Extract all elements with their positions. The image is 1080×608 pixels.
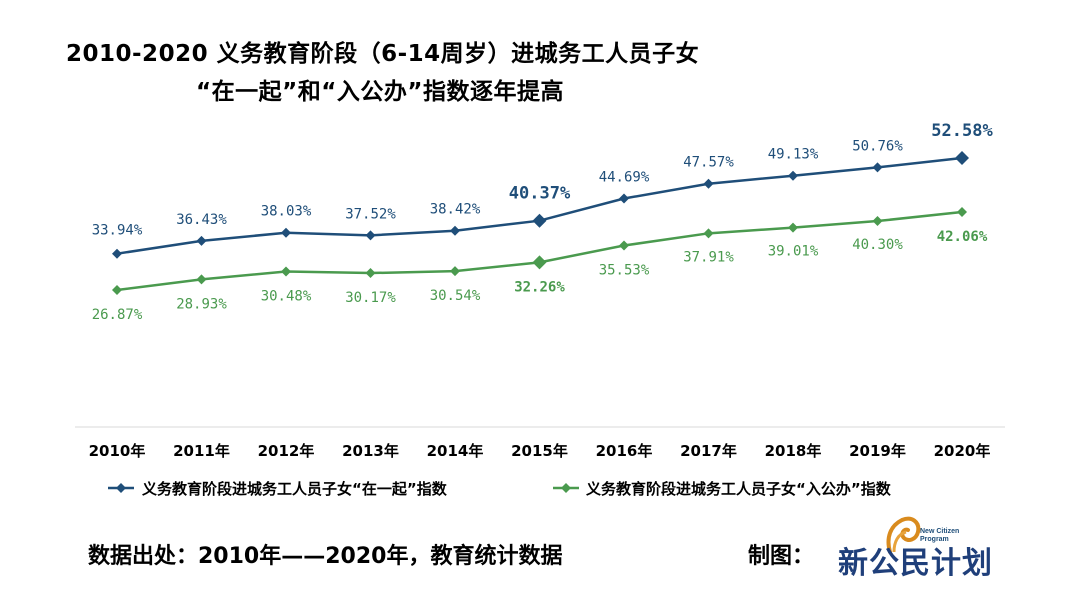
data-label: 39.01%: [768, 244, 819, 260]
data-label: 47.57%: [683, 155, 734, 171]
data-point-marker: [788, 222, 798, 233]
x-tick-label: 2013年: [342, 442, 399, 460]
x-tick-label: 2016年: [596, 442, 653, 460]
x-tick-label: 2014年: [427, 442, 484, 460]
data-label: 30.54%: [430, 288, 481, 304]
data-point-marker: [281, 266, 291, 277]
data-point-marker: [450, 266, 460, 277]
data-label: 32.26%: [514, 279, 565, 295]
data-point-marker: [703, 228, 714, 239]
legend-marker-1: [116, 483, 126, 493]
x-tick-label: 2010年: [89, 442, 146, 460]
series-line-1: [116, 156, 963, 255]
data-point-marker: [196, 274, 207, 285]
data-label: 50.76%: [852, 138, 903, 154]
data-point-marker: [281, 227, 291, 238]
data-label: 40.37%: [509, 184, 571, 204]
legend-marker-2: [561, 483, 571, 493]
data-point-marker: [872, 162, 883, 173]
data-point-marker: [532, 213, 547, 228]
data-label: 52.58%: [931, 121, 993, 141]
data-point-marker: [532, 255, 547, 270]
data-label: 28.93%: [176, 296, 227, 312]
data-point-marker: [365, 268, 376, 279]
logo-subtitle: New Citizen Program: [920, 528, 960, 543]
data-point-marker: [112, 248, 122, 259]
data-point-marker: [957, 207, 967, 218]
data-label: 30.17%: [345, 290, 396, 306]
x-tick-label: 2011年: [173, 442, 230, 460]
x-tick-label: 2015年: [511, 442, 568, 460]
data-label: 38.42%: [430, 202, 481, 218]
data-label: 38.03%: [261, 204, 312, 220]
x-tick-label: 2019年: [849, 442, 906, 460]
legend-label-2: 义务教育阶段进城务工人员子女“入公办”指数: [586, 480, 892, 498]
data-source: 数据出处：2010年——2020年，教育统计数据: [88, 544, 563, 569]
legend-label-1: 义务教育阶段进城务工人员子女“在一起”指数: [142, 480, 448, 498]
data-label: 36.43%: [176, 212, 227, 228]
data-label: 40.30%: [852, 237, 903, 253]
x-tick-label: 2017年: [680, 442, 737, 460]
data-label: 37.91%: [683, 249, 734, 265]
data-label: 35.53%: [599, 263, 650, 279]
x-tick-label: 2018年: [765, 442, 822, 460]
data-point-marker: [703, 178, 714, 189]
x-tick-label: 2020年: [934, 442, 991, 460]
data-label: 42.06%: [937, 229, 988, 245]
data-point-marker: [955, 151, 969, 165]
logo-text: 新公民计划: [838, 546, 993, 581]
logo-icon: [886, 516, 921, 554]
chart-title-line1: 2010-2020 义务教育阶段（6-14周岁）进城务工人员子女: [66, 41, 700, 67]
data-label: 44.69%: [599, 170, 650, 186]
data-label: 49.13%: [768, 147, 819, 163]
data-point-marker: [619, 193, 629, 204]
data-label: 37.52%: [345, 206, 396, 222]
data-point-marker: [619, 240, 629, 251]
data-label: 26.87%: [92, 307, 143, 323]
chart-title-line2: “在一起”和“入公办”指数逐年提高: [196, 79, 564, 105]
data-point-marker: [112, 285, 122, 295]
data-point-marker: [196, 235, 207, 246]
data-label: 33.94%: [92, 223, 143, 239]
x-tick-label: 2012年: [258, 442, 315, 460]
data-label: 30.48%: [261, 288, 312, 304]
data-point-marker: [872, 216, 883, 227]
data-point-marker: [450, 225, 460, 236]
data-point-marker: [365, 230, 376, 241]
credit-label: 制图：: [748, 544, 815, 569]
data-point-marker: [788, 170, 798, 181]
